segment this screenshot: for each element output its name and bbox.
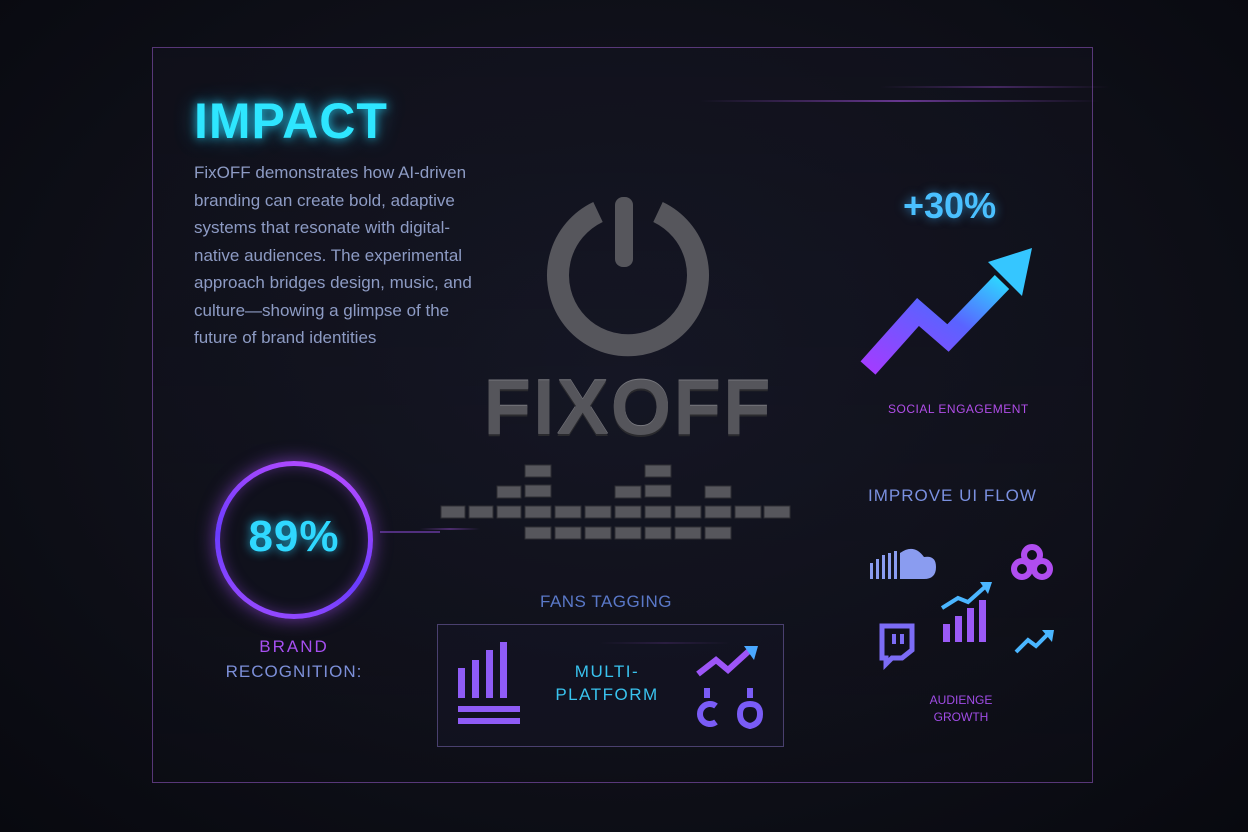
panel-frame bbox=[152, 47, 1093, 783]
soundcloud-icon bbox=[870, 548, 936, 579]
audience-line-1: AUDIENGE bbox=[929, 693, 993, 707]
brand-recognition-value: 89% bbox=[248, 512, 340, 561]
trend-arrow-icon bbox=[1014, 630, 1054, 654]
bar-chart-icon bbox=[458, 642, 520, 724]
improve-ui-label: IMPROVE UI FLOW bbox=[868, 486, 1037, 505]
multi-line-1: MULTI- bbox=[574, 662, 640, 681]
power-icon bbox=[547, 197, 709, 357]
audience-growth-label: AUDIENGE GROWTH bbox=[916, 692, 1006, 726]
glitch-line bbox=[700, 100, 1100, 102]
social-tags-icon bbox=[696, 646, 764, 730]
equalizer-icon bbox=[440, 464, 791, 540]
social-engagement-label: SOCIAL ENGAGEMENT bbox=[888, 402, 1029, 416]
trend-up-arrow-icon bbox=[860, 248, 1032, 375]
cluster-icon bbox=[1011, 544, 1053, 580]
glitch-line bbox=[600, 642, 730, 644]
page-title: IMPACT bbox=[194, 93, 388, 149]
growth-chart-icon bbox=[940, 582, 992, 642]
brand-label: BRAND bbox=[259, 637, 329, 656]
fans-tagging-box bbox=[437, 624, 784, 747]
multi-line-2: PLATFORM bbox=[555, 685, 659, 704]
audience-line-2: GROWTH bbox=[933, 710, 989, 724]
social-engagement-value: +30% bbox=[903, 185, 997, 226]
multi-platform-label: MULTI- PLATFORM bbox=[547, 660, 667, 706]
twitch-icon bbox=[879, 623, 915, 671]
connector-line bbox=[380, 531, 440, 533]
fans-tagging-label: FANS TAGGING bbox=[540, 592, 672, 611]
description-text: FixOFF demonstrates how AI-driven brandi… bbox=[194, 163, 472, 347]
fixoff-wordmark: FIXOFF bbox=[483, 363, 773, 451]
recognition-label: RECOGNITION: bbox=[225, 662, 363, 681]
glitch-line bbox=[880, 86, 1110, 88]
glitch-line bbox=[420, 528, 480, 530]
progress-ring bbox=[215, 461, 373, 619]
fixoff-logo bbox=[440, 197, 791, 540]
